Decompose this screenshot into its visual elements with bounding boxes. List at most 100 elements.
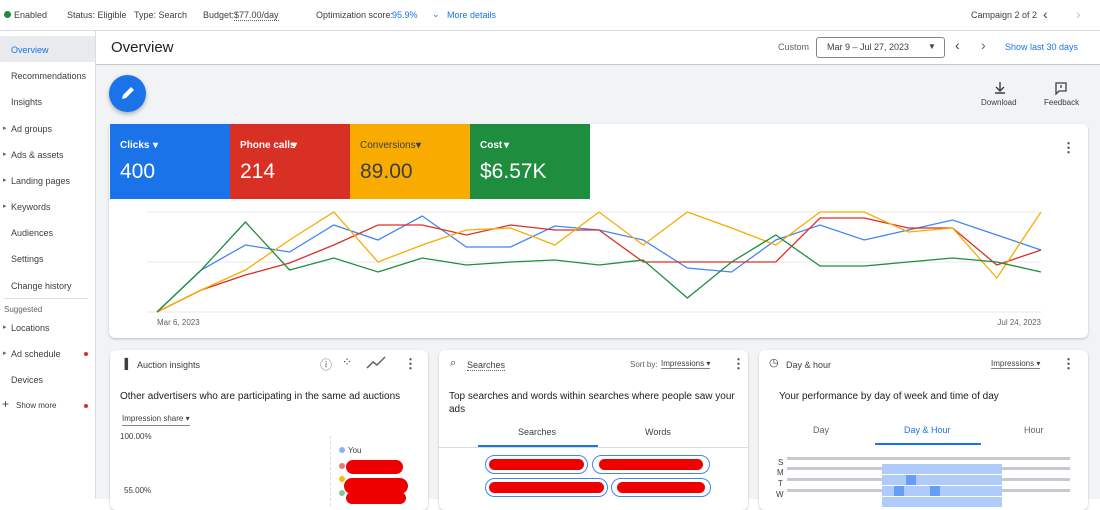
sort-value: Impressions [661, 359, 705, 368]
feedback-icon[interactable] [1054, 81, 1068, 95]
next-range[interactable]: › [981, 37, 986, 53]
prev-range[interactable]: ‹ [955, 37, 960, 53]
series-line [156, 211, 1042, 313]
metric-tile[interactable]: Clicks ▾ 400 [110, 124, 230, 199]
date-picker[interactable]: Mar 9 – Jul 27, 2023 ▼ [816, 37, 945, 58]
page-header: Overview Custom Mar 9 – Jul 27, 2023 ▼ ‹… [96, 31, 1100, 65]
axis-label: 100.00% [120, 432, 152, 441]
alert-dot [84, 404, 88, 408]
chip[interactable] [485, 455, 588, 474]
row-label: T [778, 479, 783, 488]
chip[interactable] [592, 455, 710, 474]
expand-arrow: ▸ [3, 177, 7, 184]
divider [439, 447, 748, 448]
help-icon[interactable]: ⓘ [320, 358, 333, 372]
metric-tile[interactable]: Cost ▾ $6.57K [470, 124, 590, 199]
nav-item[interactable]: Ads & assets [11, 150, 64, 160]
tab[interactable]: Hour [1024, 425, 1044, 435]
more-menu[interactable]: ⋮ [1062, 356, 1075, 371]
redaction [346, 492, 406, 504]
download-icon[interactable] [993, 81, 1007, 95]
nav-item[interactable]: Ad groups [11, 124, 53, 134]
card-description: Your performance by day of week and time… [779, 391, 999, 402]
dropdown-value: Impression share [122, 414, 184, 423]
metric-label: Phone calls [240, 140, 296, 151]
next-campaign[interactable]: › [1076, 6, 1081, 22]
chip[interactable] [611, 478, 711, 497]
tab[interactable]: Searches [518, 427, 557, 437]
nav-item[interactable]: Insights [11, 97, 43, 107]
status-dot [4, 11, 11, 18]
nav-item[interactable]: Landing pages [11, 176, 71, 186]
optimization-score[interactable]: 95.9% [392, 10, 418, 20]
tab-indicator [875, 443, 981, 445]
tab[interactable]: Day & Hour [904, 425, 951, 435]
expand-arrow: ▸ [3, 203, 7, 210]
chip[interactable] [485, 478, 608, 497]
show-last[interactable]: Show last 30 days [1005, 42, 1079, 52]
top-bar: Enabled Status: Eligible Type: Search Bu… [0, 0, 1100, 31]
row-label: W [776, 490, 784, 499]
nav-item[interactable]: Settings [11, 254, 44, 264]
metric-value: $6.57K [480, 160, 547, 183]
nav-item[interactable]: Recommendations [11, 71, 87, 81]
budget[interactable]: $77.00/day [234, 10, 279, 21]
legend-swatch [339, 490, 345, 496]
show-more[interactable]: Show more [16, 401, 57, 410]
expand-arrow: ▸ [3, 125, 7, 132]
metric-tile[interactable]: Phone calls ▾ 214 [230, 124, 350, 199]
legend-you: You [348, 446, 362, 455]
expand-icon[interactable]: ⌄ [432, 9, 440, 19]
side-nav: Overview Recommendations Insights ▸ Ad g… [0, 31, 96, 499]
nav-item[interactable]: Locations [11, 323, 50, 333]
download-label: Download [981, 98, 1017, 107]
metric-value: 89.00 [360, 160, 413, 183]
sort-label: Sort by: [630, 360, 658, 369]
bubble-icon[interactable]: ⁘ [342, 355, 353, 369]
legend-swatch [339, 463, 345, 469]
alert-dot [84, 352, 88, 356]
axis-label: 55.00% [124, 486, 152, 495]
chart-icon: ▐ [121, 359, 129, 370]
trend-icon[interactable] [366, 356, 386, 370]
legend-swatch [339, 476, 345, 482]
nav-heading: Suggested [4, 305, 43, 314]
date-range: Mar 9 – Jul 27, 2023 [827, 42, 910, 52]
eligibility: Status: Eligible [67, 10, 127, 20]
more-details[interactable]: More details [447, 10, 497, 20]
nav-item[interactable]: Change history [11, 281, 72, 291]
more-menu[interactable]: ⋮ [1062, 140, 1075, 155]
metric-label: Cost [480, 140, 503, 151]
prev-campaign[interactable]: ‹ [1043, 6, 1048, 22]
feedback-label: Feedback [1044, 98, 1080, 107]
nav-item[interactable]: Audiences [11, 228, 54, 238]
nav-item[interactable]: Keywords [11, 202, 51, 212]
metric-tile[interactable]: Conversions ▾ 89.00 [350, 124, 470, 199]
more-menu[interactable]: ⋮ [732, 356, 745, 371]
metric-label: Clicks [120, 140, 150, 151]
redaction [344, 478, 408, 494]
nav-item[interactable]: Devices [11, 375, 44, 385]
row-label: S [778, 458, 784, 467]
nav-selected [0, 36, 95, 62]
expand-arrow: ▸ [3, 151, 7, 158]
nav-item[interactable]: Overview [11, 45, 49, 55]
card-description: Other advertisers who are participating … [120, 391, 401, 402]
status: Enabled [14, 10, 48, 20]
metric-dropdown[interactable]: Impressions ▾ [991, 359, 1041, 369]
sort-dropdown[interactable]: Impressions ▾ [661, 359, 711, 369]
clock-icon: ◷ [769, 357, 779, 369]
edit-button[interactable] [109, 75, 146, 112]
axis-line [330, 436, 331, 506]
metric-value: Impressions [991, 359, 1035, 368]
range-type: Custom [778, 42, 810, 52]
metric-dropdown[interactable]: Impression share ▾ [122, 414, 190, 426]
legend-swatch [339, 447, 345, 453]
optimization-label: Optimization score: [316, 10, 394, 20]
tab[interactable]: Words [645, 427, 671, 437]
tab[interactable]: Day [813, 425, 830, 435]
nav-item[interactable]: Ad schedule [11, 349, 61, 359]
more-menu[interactable]: ⋮ [404, 356, 417, 371]
metric-label: Conversions [360, 140, 416, 151]
